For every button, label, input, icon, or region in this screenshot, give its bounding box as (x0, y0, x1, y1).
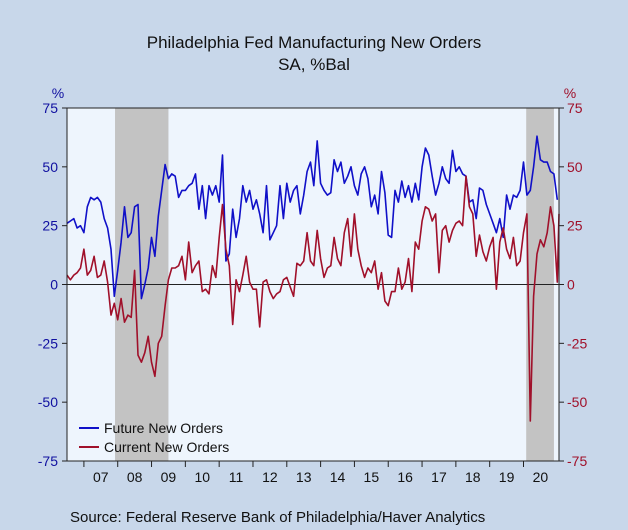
right-y-tick-label: -25 (567, 335, 587, 351)
x-tick-label: 11 (229, 469, 244, 485)
right-y-axis: % 75 50 25 0 -25 -50 -75 (559, 85, 587, 469)
legend: Future New Orders Current New Orders (79, 420, 229, 455)
x-tick-label: 07 (93, 469, 109, 485)
right-y-tick-label: 0 (567, 277, 575, 293)
x-tick-label: 19 (499, 469, 515, 485)
right-y-tick-label: -75 (567, 453, 587, 469)
right-y-unit: % (564, 85, 576, 101)
x-tick-label: 14 (330, 469, 346, 485)
left-y-tick-label: -75 (38, 453, 58, 469)
x-axis: 07 08 09 10 11 12 13 14 15 16 17 18 19 20 (83, 461, 549, 485)
x-tick-label: 12 (262, 469, 278, 485)
right-y-tick-label: -50 (567, 394, 587, 410)
right-y-tick-label: 25 (567, 218, 583, 234)
left-y-tick-label: 50 (42, 159, 58, 175)
left-y-tick-label: 0 (50, 277, 58, 293)
left-y-tick-label: -50 (38, 394, 58, 410)
legend-label: Current New Orders (104, 439, 229, 455)
current-new-orders-line (66, 175, 560, 422)
x-tick-label: 09 (161, 469, 177, 485)
x-tick-label: 18 (465, 469, 481, 485)
x-tick-label: 17 (431, 469, 447, 485)
chart-title: Philadelphia Fed Manufacturing New Order… (146, 33, 482, 52)
x-tick-label: 16 (397, 469, 413, 485)
left-y-unit: % (52, 85, 64, 101)
left-y-tick-label: 25 (42, 218, 58, 234)
future-new-orders-line (66, 135, 559, 300)
left-y-axis: % 75 50 25 0 -25 -50 -75 (38, 85, 67, 469)
left-y-tick-label: 75 (42, 100, 58, 116)
x-tick-label: 20 (533, 469, 549, 485)
chart-subtitle: SA, %Bal (278, 55, 350, 74)
x-tick-label: 15 (364, 469, 380, 485)
source-note: Source: Federal Reserve Bank of Philadel… (70, 509, 486, 526)
x-tick-label: 13 (296, 469, 312, 485)
series-lines (66, 135, 560, 422)
right-y-tick-label: 50 (567, 159, 583, 175)
x-tick-label: 08 (127, 469, 143, 485)
legend-label: Future New Orders (104, 420, 223, 436)
left-y-tick-label: -25 (38, 335, 58, 351)
x-tick-label: 10 (194, 469, 210, 485)
right-y-tick-label: 75 (567, 100, 583, 116)
